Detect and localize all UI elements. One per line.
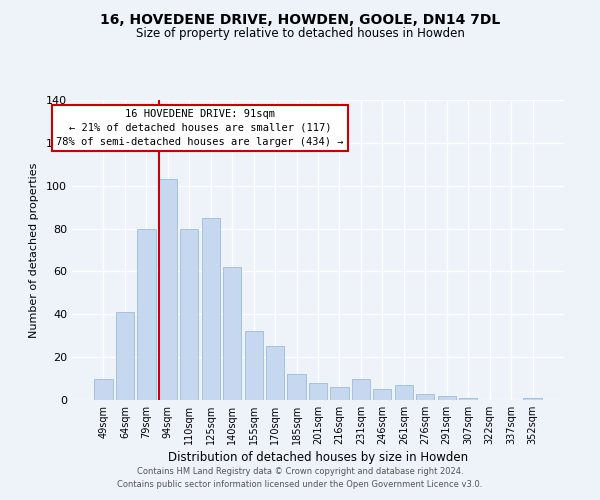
Bar xyxy=(331,387,349,400)
Bar xyxy=(180,228,199,400)
Text: Contains HM Land Registry data © Crown copyright and database right 2024.: Contains HM Land Registry data © Crown c… xyxy=(137,467,463,476)
Bar xyxy=(523,398,542,400)
Y-axis label: Number of detached properties: Number of detached properties xyxy=(29,162,39,338)
Bar xyxy=(223,267,241,400)
Bar xyxy=(287,374,305,400)
Bar xyxy=(395,385,413,400)
Bar xyxy=(94,378,113,400)
Text: 16 HOVEDENE DRIVE: 91sqm
← 21% of detached houses are smaller (117)
78% of semi-: 16 HOVEDENE DRIVE: 91sqm ← 21% of detach… xyxy=(56,109,344,147)
Bar xyxy=(416,394,434,400)
Bar xyxy=(159,180,177,400)
X-axis label: Distribution of detached houses by size in Howden: Distribution of detached houses by size … xyxy=(168,451,468,464)
Text: 16, HOVEDENE DRIVE, HOWDEN, GOOLE, DN14 7DL: 16, HOVEDENE DRIVE, HOWDEN, GOOLE, DN14 … xyxy=(100,12,500,26)
Bar xyxy=(437,396,456,400)
Bar xyxy=(202,218,220,400)
Text: Size of property relative to detached houses in Howden: Size of property relative to detached ho… xyxy=(136,28,464,40)
Text: Contains public sector information licensed under the Open Government Licence v3: Contains public sector information licen… xyxy=(118,480,482,489)
Bar xyxy=(245,332,263,400)
Bar xyxy=(309,383,327,400)
Bar xyxy=(352,378,370,400)
Bar xyxy=(266,346,284,400)
Bar xyxy=(373,390,391,400)
Bar xyxy=(137,228,155,400)
Bar xyxy=(116,312,134,400)
Bar xyxy=(459,398,477,400)
